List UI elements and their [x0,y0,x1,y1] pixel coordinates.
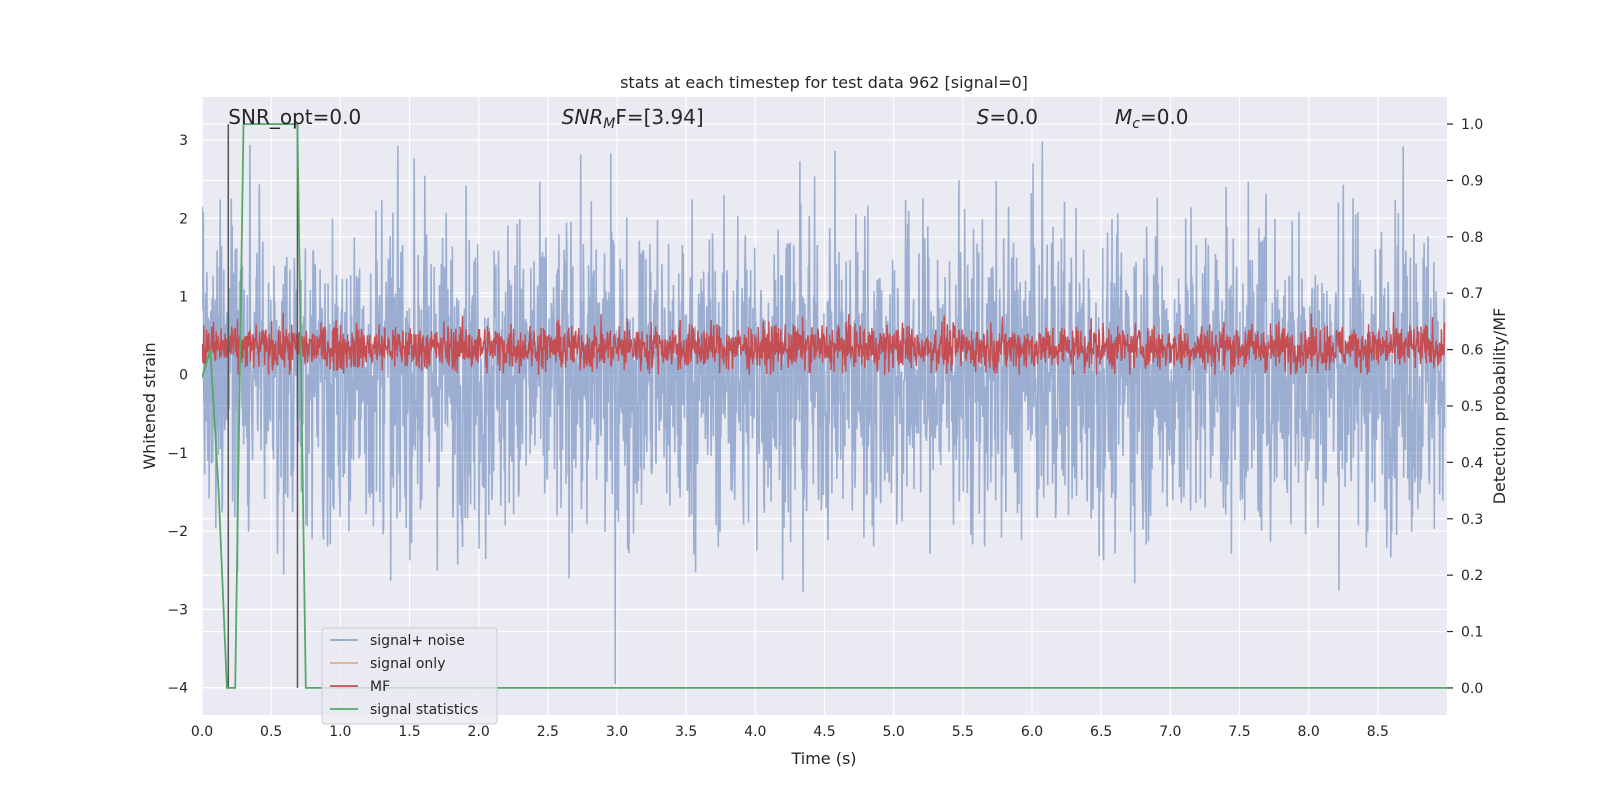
x-tick-label: 1.5 [398,724,420,740]
annotation-s: S=0.0 [977,105,1038,129]
right-tick-label: 0.0 [1461,681,1483,697]
right-tick-label: 0.1 [1461,625,1483,641]
y-axis-ticks: 3 2 1 0 −1 −2 −3 −4 [167,133,188,697]
x-tick-label: 2.5 [537,724,559,740]
x-tick-label: 0.5 [260,724,282,740]
chart-title: stats at each timestep for test data 962… [620,73,1028,92]
annotation-mc: Mc=0.0 [1115,105,1189,132]
right-tick-label: 0.9 [1461,173,1483,189]
y-tick-label: −3 [167,602,188,618]
right-tick-label: 0.7 [1461,286,1483,302]
y-tick-label: −4 [167,681,188,697]
x-tick-label: 4.0 [744,724,766,740]
x-tick-label: 5.5 [952,724,974,740]
x-tick-label: 2.0 [468,724,490,740]
x-tick-label: 4.5 [813,724,835,740]
right-tick-label: 0.3 [1461,512,1483,528]
legend: signal+ noise signal only MF signal stat… [321,627,498,725]
signal-noise-series [202,141,1446,685]
x-axis-ticks: 0.0 0.5 1.0 1.5 2.0 2.5 3.0 3.5 4.0 4.5 5.0 5.5 6.0 6… [191,724,1389,740]
right-tick-label: 0.4 [1461,455,1483,471]
x-tick-label: 0.0 [191,724,213,740]
annotation-snr-opt: SNR_opt=0.0 [228,105,361,129]
x-tick-label: 6.0 [1021,724,1043,740]
right-tick-label: 1.0 [1461,117,1483,133]
signal-statistics-series [202,123,1447,689]
legend-box [321,627,498,725]
x-axis-label: Time (s) [790,749,856,768]
right-axis-label: Detection probability/MF [1490,308,1509,505]
x-tick-label: 8.0 [1298,724,1320,740]
x-tick-label: 8.5 [1367,724,1389,740]
vertical-markers [227,124,299,688]
y-tick-label: 0 [179,368,188,384]
right-tick-label: 0.5 [1461,399,1483,415]
legend-label-signal-statistics: signal statistics [370,702,478,718]
y-axis-label: Whitened strain [140,342,159,469]
x-tick-label: 1.0 [329,724,351,740]
right-tick-label: 0.2 [1461,568,1483,584]
right-tick-label: 0.8 [1461,230,1483,246]
x-tick-label: 3.5 [675,724,697,740]
legend-label-signal-only: signal only [370,656,445,672]
y-tick-label: 2 [179,211,188,227]
x-tick-label: 7.5 [1228,724,1250,740]
x-tick-label: 7.0 [1159,724,1181,740]
right-tick-label: 0.6 [1461,343,1483,359]
x-tick-label: 3.0 [606,724,628,740]
y-tick-label: 3 [179,133,188,149]
annotation-snr-mf: SNRMF=[3.94] [562,105,704,132]
legend-label-mf: MF [370,679,390,695]
y-tick-label: 1 [179,289,188,305]
x-tick-label: 5.0 [883,724,905,740]
mf-series [202,312,1446,375]
y-tick-label: −2 [167,524,188,540]
y-tick-label: −1 [167,446,188,462]
x-tick-label: 6.5 [1090,724,1112,740]
right-axis-ticks: 1.0 0.9 0.8 0.7 0.6 0.5 0.4 0.3 0.2 0.1 0.0 [1447,117,1483,697]
legend-label-signal-noise: signal+ noise [370,633,465,649]
